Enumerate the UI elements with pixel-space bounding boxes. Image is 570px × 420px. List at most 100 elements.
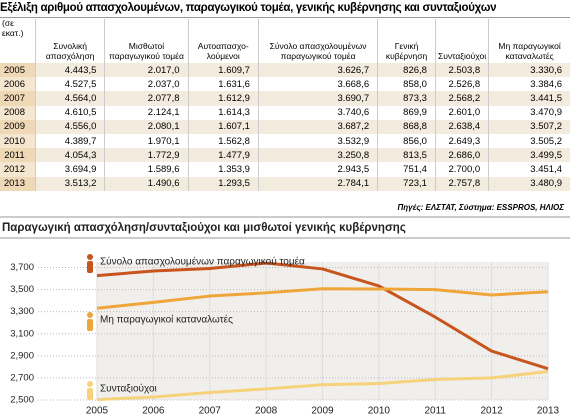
- value-cell: 3.480,9: [488, 176, 570, 191]
- unit-label: (σε εκατ.): [2, 18, 24, 38]
- value-cell: 4.389,7: [34, 133, 105, 149]
- x-tick-label: 2005: [86, 406, 109, 417]
- column-header: Μη παραγωγικοί καταναλωτές: [488, 19, 570, 63]
- value-cell: 2.784,1: [257, 176, 378, 191]
- table-row: 2008 4.610,5 2.124,1 1.614,3 3.740,6 869,9 2.6…: [0, 105, 570, 120]
- value-cell: 3.626,7: [257, 63, 378, 78]
- table-row: 2009 4.556,0 2.080,1 1.607,1 3.687,2 868,8 2.6…: [0, 119, 570, 134]
- value-cell: 3.505,2: [488, 133, 570, 149]
- column-header: Μισθωτοί παραγωγικού τομέα: [104, 19, 188, 63]
- value-cell: 4.054,3: [34, 148, 105, 163]
- value-cell: 751,4: [377, 162, 436, 177]
- year-cell: 2012: [0, 162, 36, 177]
- table-row: 2010 4.389,7 1.970,1 1.562,8 3.532,9 856,0 2.6…: [0, 133, 570, 149]
- x-tick-label: 2008: [255, 406, 278, 417]
- table-row: 2007 4.564,0 2.077,8 1.612,9 3.690,7 873,3 2.5…: [0, 91, 570, 106]
- header-row: (σε εκατ.) Συνολική απασχόληση Μισθωτοί π…: [0, 18, 570, 63]
- legend-icon: [87, 312, 93, 318]
- value-cell: 4.527,5: [34, 77, 105, 92]
- column-header: Γενική κυβέρνηση: [377, 19, 436, 63]
- legend-label: Μη παραγωγικοί καταναλωτές: [100, 314, 233, 326]
- value-cell: 1.562,8: [187, 133, 259, 149]
- y-tick-label: 2,900: [10, 350, 34, 361]
- value-cell: 2.503,8: [434, 63, 489, 78]
- value-cell: 4.556,0: [34, 119, 105, 134]
- value-cell: 3.250,8: [257, 148, 378, 163]
- value-cell: 3.330,6: [488, 63, 570, 78]
- y-tick-label: 3,700: [10, 262, 34, 273]
- value-cell: 1.631,6: [187, 77, 259, 92]
- value-cell: 2.638,4: [434, 119, 489, 134]
- value-cell: 2.686,0: [434, 148, 489, 163]
- value-cell: 4.564,0: [34, 91, 105, 106]
- column-header: Αυτοαπασχο-λούμενοι: [187, 19, 259, 63]
- x-tick-label: 2013: [537, 406, 560, 417]
- value-cell: 2.080,1: [104, 119, 188, 134]
- value-cell: 3.441,5: [488, 91, 570, 106]
- value-cell: 4.443,5: [34, 63, 105, 78]
- series-line: [96, 261, 549, 371]
- x-tick-label: 2006: [142, 406, 165, 417]
- value-cell: 868,8: [377, 119, 436, 134]
- x-tick-label: 2007: [199, 406, 222, 417]
- column-header: Συνολική απασχόληση: [34, 19, 105, 63]
- value-cell: 2.077,8: [104, 91, 188, 106]
- value-cell: 1.477,9: [187, 148, 259, 163]
- data-table: (σε εκατ.) Συνολική απασχόληση Μισθωτοί π…: [0, 18, 570, 191]
- value-cell: 2.017,0: [104, 63, 188, 78]
- value-cell: 2.700,0: [434, 162, 489, 177]
- value-cell: 873,3: [377, 91, 436, 106]
- legend-label: Συνταξιούχοι: [100, 383, 157, 395]
- value-cell: 3.532,9: [257, 133, 378, 149]
- value-cell: 3.694,9: [34, 162, 105, 177]
- value-cell: 3.384,6: [488, 77, 570, 92]
- y-tick-label: 3,300: [10, 306, 34, 317]
- y-tick-label: 2,700: [10, 372, 34, 383]
- value-cell: 869,9: [377, 105, 436, 120]
- year-cell: 2005: [0, 63, 36, 78]
- chart-title: Παραγωγική απασχόληση/συνταξιούχοι και μ…: [2, 222, 406, 234]
- year-cell: 2007: [0, 91, 36, 106]
- value-cell: 3.687,2: [257, 119, 378, 134]
- table-row: 2011 4.054,3 1.772,9 1.477,9 3.250,8 813,5 2.6…: [0, 148, 570, 163]
- column-header: Συνταξιούχοι: [434, 19, 489, 63]
- year-cell: 2008: [0, 105, 36, 120]
- value-cell: 2.601,0: [434, 105, 489, 120]
- value-cell: 856,0: [377, 133, 436, 149]
- legend-icon: [87, 381, 93, 387]
- table-row: 2006 4.527,5 2.037,0 1.631,6 3.668,6 858,0 2.5…: [0, 77, 570, 92]
- legend-icon: [87, 319, 93, 331]
- source-note: Πηγές: ΕΛΣΤΑΤ, Σύστημα: ESSPROS, ΗΛΙΟΣ: [397, 203, 564, 212]
- value-cell: 1.353,9: [187, 162, 259, 177]
- value-cell: 1.772,9: [104, 148, 188, 163]
- x-tick-label: 2010: [368, 406, 391, 417]
- value-cell: 3.470,9: [488, 105, 570, 120]
- table-row: 2005 4.443,5 2.017,0 1.609,7 3.626,7 826,8 2.5…: [0, 63, 570, 78]
- page-title: Εξέλιξη αριθμού απασχολουμένων, παραγωγι…: [0, 0, 570, 18]
- value-cell: 826,8: [377, 63, 436, 78]
- series-line: [96, 287, 549, 310]
- value-cell: 1.609,7: [187, 63, 259, 78]
- value-cell: 2.124,1: [104, 105, 188, 120]
- value-cell: 2.568,2: [434, 91, 489, 106]
- x-tick-label: 2011: [424, 406, 446, 417]
- column-header: Σύνολο απασχολουμένων παραγωγικού τομέα: [257, 19, 378, 63]
- value-cell: 2.757,8: [434, 176, 489, 191]
- value-cell: 3.451,4: [488, 162, 570, 177]
- legend-icon: [87, 388, 93, 400]
- value-cell: 2.649,3: [434, 133, 489, 149]
- value-cell: 1.970,1: [104, 133, 188, 149]
- value-cell: 3.513,2: [34, 176, 105, 191]
- value-cell: 3.499,5: [488, 148, 570, 163]
- x-tick-label: 2012: [481, 406, 504, 417]
- value-cell: 3.740,6: [257, 105, 378, 120]
- y-tick-label: 3,500: [10, 284, 34, 295]
- value-cell: 2.037,0: [104, 77, 188, 92]
- year-cell: 2006: [0, 77, 36, 92]
- y-tick-label: 3,100: [10, 328, 34, 339]
- value-cell: 3.690,7: [257, 91, 378, 106]
- value-cell: 723,1: [377, 176, 436, 191]
- table-row: 2012 3.694,9 1.589,6 1.353,9 2.943,5 751,4 2.7…: [0, 162, 570, 177]
